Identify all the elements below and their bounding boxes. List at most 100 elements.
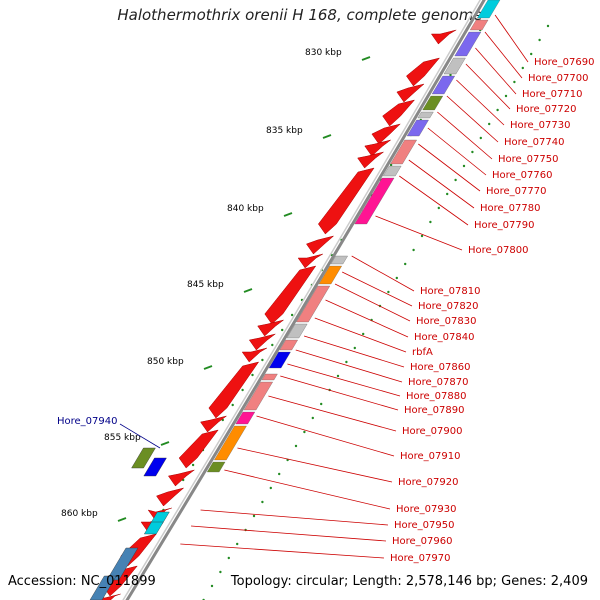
scale-minor-tick: [278, 472, 281, 476]
cog-block: [235, 411, 256, 425]
cog-block: [443, 57, 466, 75]
gene-label: Hore_07930: [396, 504, 457, 515]
cog-block: [454, 31, 482, 57]
scale-minor-tick: [241, 388, 244, 392]
gene-label: Hore_07790: [474, 220, 535, 231]
cog-block: [422, 95, 444, 111]
gene-arrow: [357, 151, 384, 169]
gene-arrow: [406, 57, 441, 87]
scale-minor-tick: [191, 463, 195, 467]
label-leader-line: [427, 127, 487, 176]
label-leader-line: [325, 299, 409, 338]
label-leader-line: [494, 14, 529, 63]
scale-label: 860 kbp: [61, 509, 98, 519]
label-leader-line: [351, 255, 415, 292]
label-leader-line: [180, 543, 385, 559]
scale-minor-tick: [521, 66, 524, 70]
gene-arrow: [396, 83, 425, 103]
label-leader-line: [465, 63, 511, 110]
gene-label: Hore_07950: [394, 520, 455, 531]
scale-minor-tick: [395, 276, 398, 280]
gene-label: Hore_07710: [522, 89, 583, 100]
gene-arrow: [364, 139, 391, 157]
cog-block: [383, 165, 402, 177]
accession-text: Accession: NC_011899: [8, 574, 156, 589]
gene-label: Hore_07960: [392, 536, 453, 547]
cog-block: [390, 139, 417, 165]
scale-minor-tick: [437, 206, 440, 210]
gene-label: Hore_07840: [414, 332, 475, 343]
label-leader-line: [446, 95, 499, 143]
gene-label: rbfA: [412, 347, 433, 358]
scale-minor-tick: [290, 313, 294, 317]
scale-minor-tick: [303, 430, 306, 434]
label-leader-line: [418, 143, 481, 192]
cog-block: [243, 381, 273, 411]
gene-arrow: [430, 29, 457, 45]
gene-label: Hore_07740: [504, 137, 565, 148]
scale-major-tick: [361, 56, 371, 61]
gene-features: [96, 29, 457, 600]
scale-minor-tick: [294, 444, 298, 448]
gene-label: Hore_07920: [398, 477, 459, 488]
scale-minor-tick: [496, 108, 499, 112]
label-leader-line: [456, 79, 505, 126]
cog-block: [143, 457, 167, 477]
scale-label: 845 kbp: [187, 280, 224, 290]
gene-arrow: [297, 253, 323, 269]
scale-minor-tick: [429, 220, 432, 224]
label-leader-line: [334, 283, 411, 322]
label-leader-line: [268, 395, 397, 432]
scale-minor-tick: [449, 73, 452, 77]
gene-label: Hore_07730: [510, 120, 571, 131]
gene-label: Hore_07690: [534, 57, 595, 68]
scale-minor-tick: [269, 486, 272, 490]
gene-label: Hore_07830: [416, 316, 477, 327]
scale-label: 855 kbp: [104, 433, 141, 443]
label-leader-line: [190, 525, 387, 542]
cog-block: [477, 0, 501, 19]
scale-minor-tick: [231, 403, 234, 407]
scale-minor-tick: [261, 500, 264, 504]
scale-label: 840 kbp: [227, 204, 264, 214]
gene-label: Hore_07880: [406, 391, 467, 402]
cog-block: [330, 255, 348, 265]
scale-minor-tick: [389, 163, 393, 167]
scale-minor-tick: [530, 52, 533, 56]
gene-label: Hore_07720: [516, 104, 577, 115]
gene-label: Hore_07810: [420, 286, 481, 297]
gene-label: Hore_07890: [404, 405, 465, 416]
gene-label: Hore_07900: [402, 426, 463, 437]
cog-features: [89, 0, 501, 600]
scale-minor-tick: [251, 373, 254, 377]
scale-minor-tick: [252, 514, 256, 518]
scale-minor-tick: [236, 542, 239, 546]
map-title: Halothermothrix orenii H 168, complete g…: [117, 6, 483, 24]
label-leader-line: [119, 423, 161, 449]
cog-block: [469, 19, 489, 31]
label-leader-line: [314, 317, 407, 353]
gene-arrow: [208, 361, 260, 419]
scale-minor-tick: [345, 360, 348, 364]
cog-block: [286, 323, 308, 339]
scale-minor-tick: [420, 234, 424, 238]
scale-minor-tick: [320, 402, 323, 406]
scale-minor-tick: [546, 24, 550, 28]
scale-minor-tick: [479, 136, 482, 140]
scale-minor-tick: [404, 262, 407, 266]
scale-minor-tick: [504, 94, 508, 98]
scale-major-tick: [203, 365, 213, 370]
gene-arrow: [248, 333, 276, 351]
scale-minor-tick: [271, 343, 274, 347]
gene-label: Hore_07770: [486, 186, 547, 197]
backbone-inner-line: [122, 0, 481, 600]
gene-arrow: [167, 469, 195, 487]
scale-minor-tick: [488, 122, 491, 126]
gene-arrow: [318, 167, 375, 235]
scale-minor-tick: [281, 328, 284, 332]
label-leader-line: [256, 415, 395, 457]
label-leader-line: [280, 375, 399, 411]
scale-minor-tick: [538, 38, 541, 42]
scale-minor-tick: [471, 150, 474, 154]
